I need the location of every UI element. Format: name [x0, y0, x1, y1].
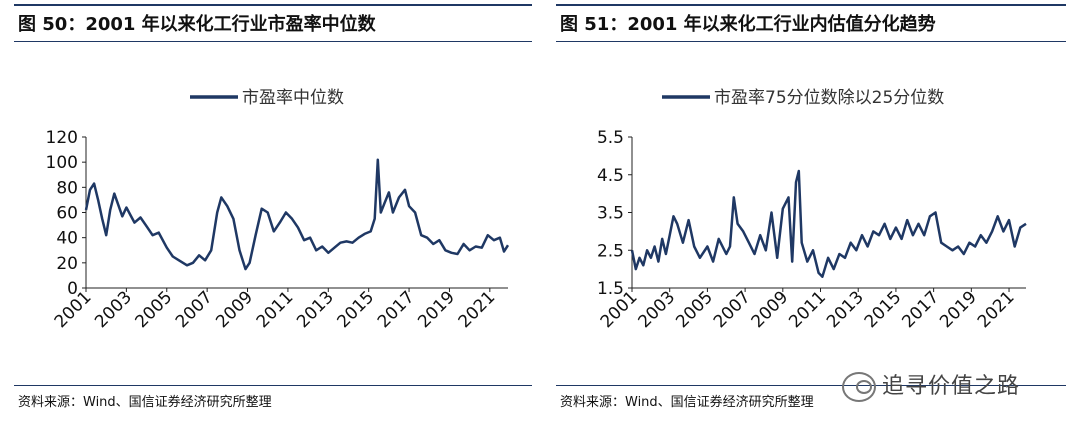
right-figure-title: 图 51：2001 年以来化工行业内估值分化趋势 [556, 4, 1066, 42]
right-chart-y-tick-label: 1.5 [597, 279, 624, 299]
left-chart-x-tick-label: 2017 [374, 287, 419, 332]
left-chart-legend-label: 市盈率中位数 [242, 88, 344, 108]
left-chart-x-tick-label: 2013 [293, 287, 338, 332]
left-line-chart: 市盈率中位数0204060801001202001200320052007200… [46, 88, 510, 332]
left-chart-x-tick-label: 2003 [91, 287, 136, 332]
left-chart-y-tick-label: 120 [46, 128, 78, 148]
right-chart-y-tick-label: 5.5 [597, 128, 624, 148]
right-chart-x-tick-label: 2007 [710, 287, 755, 332]
right-chart-legend: 市盈率75分位数除以25分位数 [662, 88, 944, 108]
left-chart-y-tick-label: 60 [56, 204, 78, 224]
watermark: 追寻价值之路 [842, 368, 1020, 402]
left-chart-y-tick-label: 80 [56, 178, 78, 198]
right-chart-x-tick-label: 2013 [823, 287, 868, 332]
right-chart-x-tick-label: 2019 [936, 287, 981, 332]
left-chart-x-tick-label: 2011 [253, 287, 298, 332]
left-chart-series-line [84, 158, 510, 271]
right-chart-y-tick-label: 4.5 [597, 166, 624, 186]
right-chart-x-tick-label: 2009 [748, 287, 793, 332]
right-chart-x-tick-label: 2005 [672, 287, 717, 332]
right-chart-x-tick-label: 2003 [635, 287, 680, 332]
left-chart-y-tick-label: 20 [56, 254, 78, 274]
wechat-icon [842, 372, 876, 402]
left-chart-legend: 市盈率中位数 [190, 88, 344, 108]
right-chart-x-tick-label: 2021 [974, 287, 1019, 332]
left-chart-y-tick-label: 100 [46, 153, 78, 173]
right-chart-panel: 图 51：2001 年以来化工行业内估值分化趋势 市盈率75分位数除以25分位数… [556, 0, 1066, 435]
right-line-chart: 市盈率75分位数除以25分位数1.52.53.54.55.52001200320… [597, 88, 1027, 332]
left-chart-x-tick-label: 2021 [455, 287, 500, 332]
watermark-text: 追寻价值之路 [882, 374, 1021, 399]
right-chart-y-tick-label: 3.5 [597, 204, 624, 224]
left-chart-x-tick-label: 2005 [132, 287, 177, 332]
right-chart-x-tick-label: 2015 [861, 287, 906, 332]
right-source-note: 资料来源：Wind、国信证券经济研究所整理 [556, 385, 1066, 421]
left-chart-y-tick-label: 0 [67, 279, 78, 299]
right-chart-x-tick-label: 2017 [898, 287, 943, 332]
left-source-note: 资料来源：Wind、国信证券经济研究所整理 [14, 385, 532, 421]
left-chart-panel: 图 50：2001 年以来化工行业市盈率中位数 市盈率中位数 0 20 40 60 80 1… [14, 0, 532, 435]
left-figure-title: 图 50：2001 年以来化工行业市盈率中位数 [14, 4, 532, 42]
left-chart-x-tick-label: 2019 [414, 287, 459, 332]
left-chart-x-tick-label: 2007 [172, 287, 217, 332]
right-chart-series-line [630, 169, 1027, 278]
right-chart-y-tick-label: 2.5 [597, 241, 624, 261]
right-chart-x-tick-label: 2011 [785, 287, 830, 332]
left-chart-x-tick-label: 2015 [333, 287, 378, 332]
right-chart-legend-label: 市盈率75分位数除以25分位数 [714, 88, 944, 108]
left-chart-x-tick-label: 2009 [212, 287, 257, 332]
left-chart-y-tick-label: 40 [56, 229, 78, 249]
